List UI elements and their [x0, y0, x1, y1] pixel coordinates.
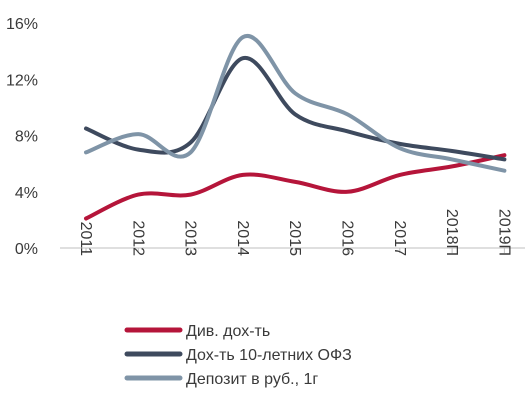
x-tick-label: 2011 — [77, 222, 94, 257]
x-tick-label: 2017 — [391, 220, 408, 256]
x-tick-label: 2014 — [234, 220, 251, 256]
legend: Див. дох-ть Дох-ть 10-летних ОФЗ Депозит … — [124, 323, 352, 388]
series-line-dividend-yield — [84, 153, 507, 221]
y-tick-label: 4% — [15, 185, 38, 202]
x-tick-label: 2018П — [443, 209, 460, 256]
legend-label-deposit-rub-1y: Депозит в руб., 1г — [186, 371, 318, 388]
series-line-deposit-rub-1y — [84, 33, 507, 173]
y-tick-label: 8% — [15, 129, 38, 146]
x-tick-label: 2012 — [129, 220, 146, 256]
legend-label-dividend-yield: Див. дох-ть — [186, 323, 270, 340]
y-tick-label: 16% — [6, 16, 38, 33]
x-tick-label: 2015 — [286, 220, 303, 256]
series-lines — [84, 33, 507, 221]
legend-label-ofz-10y-yield: Дох-ть 10-летних ОФЗ — [186, 347, 352, 364]
series-line-ofz-10y-yield — [84, 56, 507, 162]
x-tick-label: 2016 — [339, 220, 356, 256]
y-tick-label: 0% — [15, 241, 38, 258]
x-tick-label: 2013 — [182, 220, 199, 256]
y-axis-ticks: 0% 4% 8% 12% 16% — [6, 16, 38, 258]
x-axis-ticks: 2011 2012 2013 2014 2015 2016 2017 2018П 2019П — [77, 209, 512, 256]
x-tick-label: 2019П — [495, 209, 512, 256]
y-tick-label: 12% — [6, 72, 38, 89]
